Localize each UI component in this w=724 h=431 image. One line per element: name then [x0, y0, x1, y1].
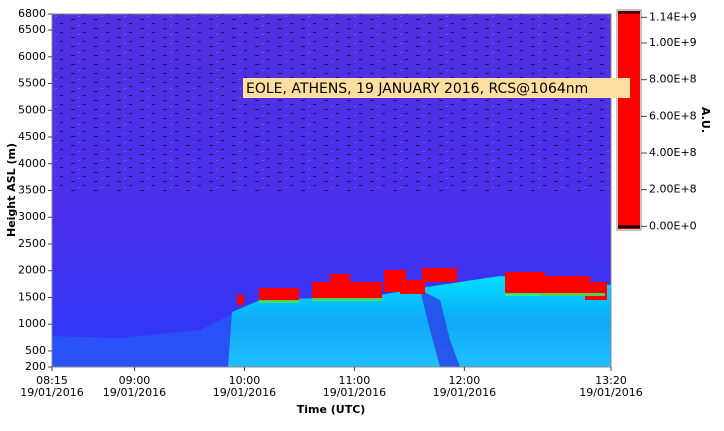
y-tick-label: 2000 — [18, 264, 46, 277]
colorbar-bottom — [618, 225, 640, 229]
y-tick-label: 4500 — [18, 130, 46, 143]
y-tick-label: 5000 — [18, 103, 46, 116]
y-axis-label: Height ASL (m) — [5, 143, 18, 237]
y-tick-label: 3500 — [18, 184, 46, 197]
y-tick-label: 6000 — [18, 50, 46, 63]
heatmap-image — [52, 14, 611, 367]
y-tick-label: 6500 — [18, 23, 46, 36]
x-tick-label: 11:00 19/01/2016 — [322, 374, 387, 399]
colorbar-tick-label: 4.00E+8 — [649, 146, 697, 159]
y-tick-label: 500 — [25, 344, 46, 357]
colorbar-tick-label: 1.00E+9 — [649, 36, 697, 49]
y-tick-label: 1500 — [18, 290, 46, 303]
y-tick-label: 3000 — [18, 210, 46, 223]
colorbar-tick-label: 0.00E+0 — [649, 219, 697, 232]
y-tick-label: 2500 — [18, 237, 46, 250]
colorbar-tick-label: 6.00E+8 — [649, 109, 697, 122]
y-tick-label: 6800 — [18, 7, 46, 20]
x-tick-label: 10:00 19/01/2016 — [212, 374, 277, 399]
y-tick-label: 200 — [25, 360, 46, 373]
colorbar-label: A.U. — [699, 107, 712, 133]
x-axis-label: Time (UTC) — [297, 403, 366, 416]
colorbar — [618, 11, 640, 229]
y-tick-label: 4000 — [18, 157, 46, 170]
x-tick-label: 08:15 19/01/2016 — [20, 374, 84, 399]
y-tick-label: 5500 — [18, 77, 46, 90]
y-tick-label: 1000 — [18, 317, 46, 330]
title-box — [243, 78, 630, 98]
chart-title: EOLE, ATHENS, 19 JANUARY 2016, RCS@1064n… — [246, 81, 588, 97]
x-tick-label: 09:00 19/01/2016 — [102, 374, 167, 399]
colorbar-tick-label: 8.00E+8 — [649, 73, 697, 86]
colorbar-tick-label: 1.14E+9 — [649, 10, 697, 23]
x-tick-label: 13:20 19/01/2016 — [579, 374, 643, 399]
colorbar-tick-label: 2.00E+8 — [649, 183, 697, 196]
colorbar-top — [618, 11, 640, 14]
x-tick-label: 12:00 19/01/2016 — [432, 374, 497, 399]
